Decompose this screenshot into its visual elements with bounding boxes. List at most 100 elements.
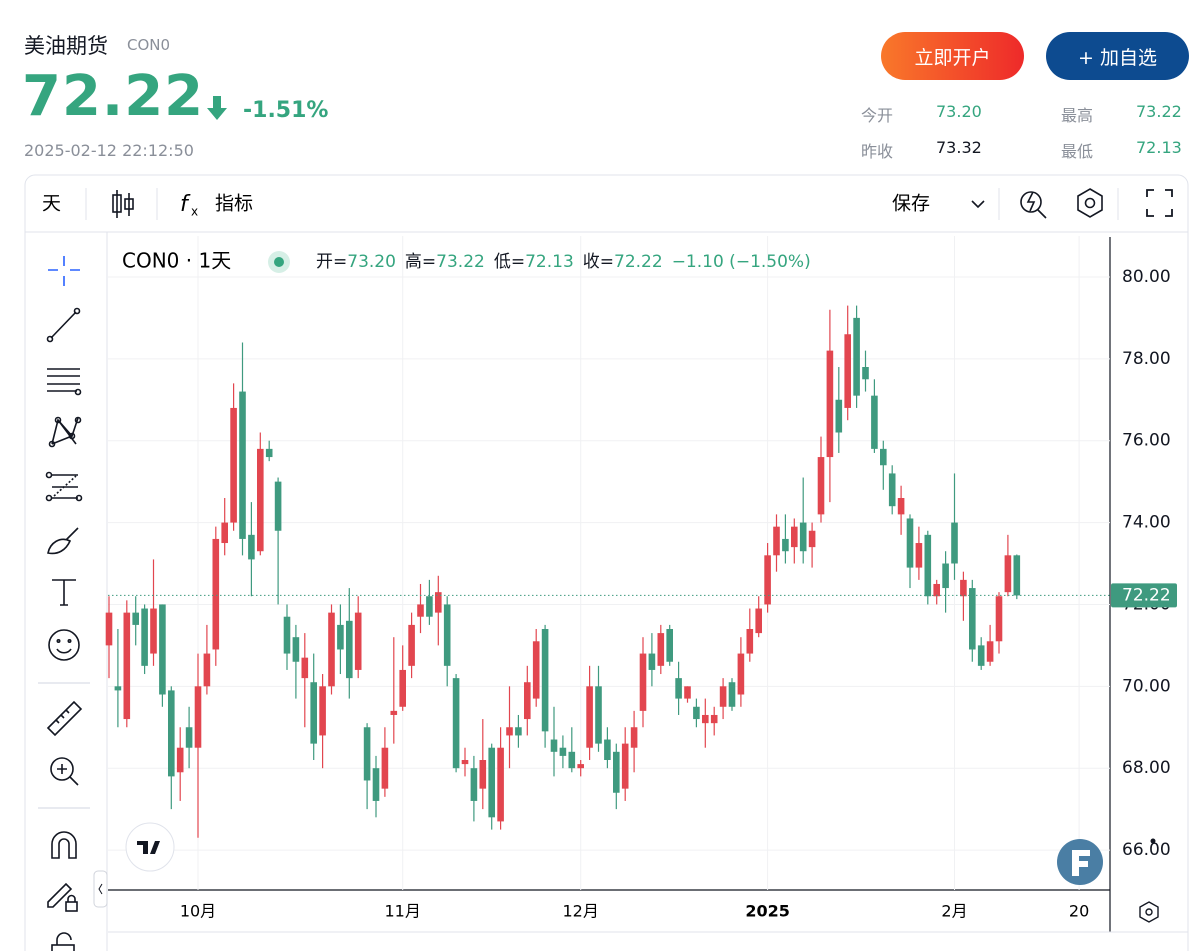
candle-body (310, 682, 317, 744)
text-tool[interactable] (52, 579, 76, 606)
candle-body (524, 682, 531, 720)
open-account-button[interactable]: 立即开户 (881, 32, 1024, 80)
legend-value: 72.13 (525, 252, 574, 272)
candle-body (461, 760, 469, 765)
tradingview-logo (137, 841, 160, 854)
last-price-label: 72.22 (1122, 585, 1171, 605)
save-dropdown[interactable] (971, 200, 985, 209)
candle-body (621, 743, 629, 789)
candle-body (577, 764, 584, 769)
candle-body (817, 457, 825, 515)
legend-ohlc: 开=73.20 高=73.22 低=72.13 收=72.22 −1.10 (−1.50… (316, 252, 811, 272)
candle-body (265, 448, 273, 458)
candle-body (986, 641, 994, 662)
candle-body (764, 555, 771, 605)
candle-body (132, 612, 139, 625)
legend-value: 72.22 (614, 252, 663, 272)
tradingview-logo (1150, 838, 1156, 844)
candle-body (176, 747, 184, 773)
magnet-tool[interactable] (51, 831, 77, 859)
candle-body (203, 653, 211, 687)
y-tick-label: 70.00 (1122, 676, 1171, 696)
lock-tool[interactable] (51, 932, 75, 951)
settings-button[interactable] (1077, 188, 1103, 218)
candle-body (221, 522, 228, 544)
candle-body (604, 739, 611, 760)
candle-body (693, 706, 700, 720)
x-tick-label: 10月 (180, 902, 216, 921)
candle-body (550, 739, 558, 752)
candle-body (595, 686, 602, 744)
lock-drawings-tool[interactable] (47, 882, 78, 912)
collapse-tools-button[interactable] (93, 870, 108, 908)
provider-logo (1072, 850, 1090, 876)
emoji-tool[interactable] (48, 629, 80, 661)
alert-button[interactable] (1020, 191, 1047, 219)
symbol-code: CON0 (127, 36, 171, 54)
plot-area (105, 236, 1110, 890)
candle-body (888, 473, 896, 507)
candle-body (728, 682, 736, 707)
tradingview-logo[interactable] (125, 822, 175, 872)
stat-value: 73.32 (936, 138, 982, 157)
candle-body (951, 522, 958, 564)
zoom-tool[interactable] (50, 757, 79, 786)
axis-settings-button[interactable] (1139, 901, 1159, 923)
candle-body (995, 596, 1003, 642)
candle-body (515, 727, 522, 736)
last-price-tag (1111, 583, 1177, 608)
candle-body (292, 637, 300, 662)
candle-body (354, 612, 362, 670)
candle-body (853, 317, 860, 396)
settings-button (1084, 197, 1096, 209)
ruler-tool[interactable] (46, 700, 83, 737)
legend-symbol: CON0 · 1天 (122, 249, 231, 273)
add-watchlist-button[interactable]: + 加自选 (1046, 32, 1189, 80)
candle-body (212, 538, 220, 650)
interval-button[interactable]: 天 (42, 193, 61, 215)
candle-body (114, 686, 122, 691)
candle-body (977, 645, 985, 666)
candle-body (684, 686, 691, 699)
candle-body (319, 686, 326, 736)
trend-line-tool[interactable] (46, 307, 81, 343)
candle-body (586, 686, 593, 748)
candle-body (844, 334, 851, 408)
fib-tool[interactable] (45, 471, 83, 502)
candle-body (915, 543, 923, 568)
candle-body (141, 608, 148, 666)
candle-body (488, 747, 495, 818)
candle-body (123, 612, 131, 720)
candle-body (230, 407, 237, 523)
candle-body (541, 629, 549, 732)
stat-label: 最低 (1061, 142, 1094, 161)
candle-body (452, 678, 460, 769)
fullscreen-button[interactable] (1146, 189, 1173, 217)
candle-body (613, 751, 620, 793)
crosshair-tool[interactable] (48, 256, 80, 286)
candle-body (710, 714, 718, 724)
pattern-tool[interactable] (48, 416, 82, 448)
brush-tool[interactable] (47, 527, 79, 555)
candle-body (559, 747, 567, 756)
candle-body (283, 616, 291, 654)
candle-body (871, 395, 878, 449)
candle-body (960, 579, 967, 597)
candle-body (443, 604, 451, 666)
candle-body (746, 629, 754, 654)
legend-label: 收= (583, 252, 614, 272)
candle-body (799, 522, 807, 552)
candle-body (648, 653, 656, 670)
candle-type-button[interactable] (112, 190, 134, 218)
y-tick-label: 68.00 (1122, 758, 1171, 778)
indicators-button[interactable]: 指标 (215, 193, 253, 215)
legend-label: 高= (405, 252, 436, 272)
candle-body (880, 448, 887, 466)
candle-body (105, 612, 113, 646)
horizontal-lines-tool[interactable] (47, 368, 82, 396)
y-tick-label: 80.00 (1122, 267, 1171, 287)
candle-body (639, 653, 647, 711)
save-button[interactable]: 保存 (892, 193, 930, 215)
